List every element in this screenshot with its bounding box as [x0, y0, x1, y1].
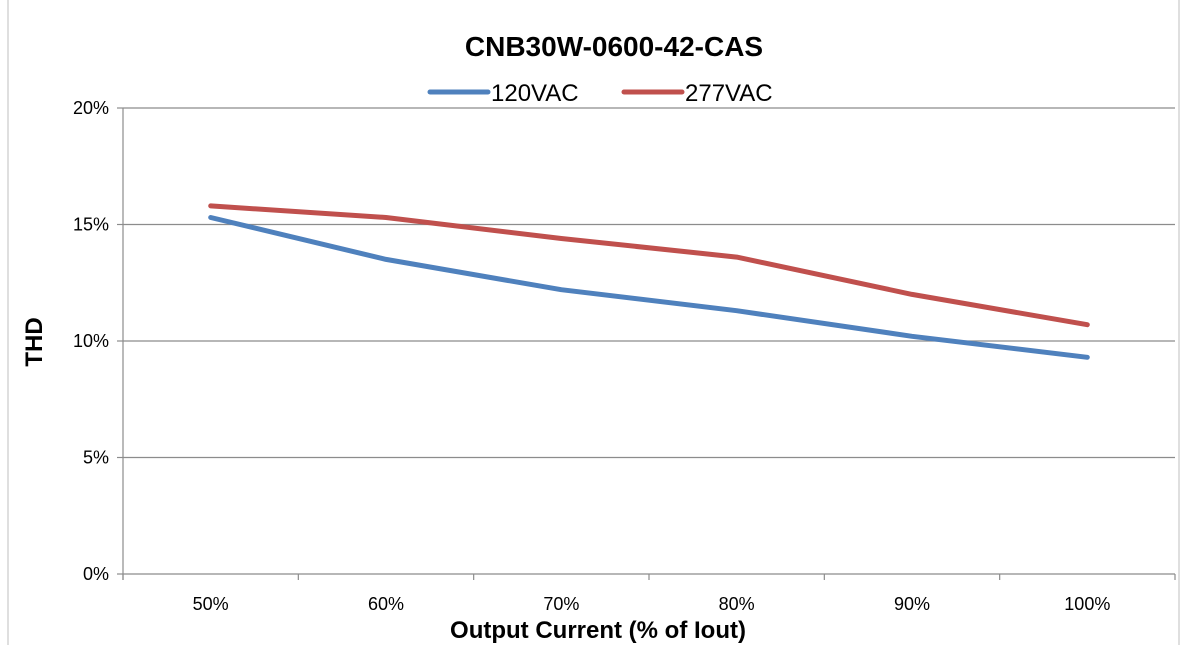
axes: [117, 107, 1176, 580]
chart-title: CNB30W-0600-42-CAS: [465, 31, 763, 62]
y-axis-title: THD: [21, 317, 48, 366]
x-axis-title: Output Current (% of Iout): [450, 617, 746, 644]
legend-label-120VAC: 120VAC: [491, 80, 579, 107]
y-tick-label: 5%: [83, 448, 109, 468]
x-tick-label: 80%: [719, 594, 755, 614]
y-tick-label: 15%: [73, 215, 109, 235]
gridlines: [123, 107, 1175, 459]
x-tick-label: 60%: [368, 594, 404, 614]
series-line-120VAC: [208, 215, 1090, 360]
series-line-277VAC: [208, 203, 1090, 328]
series-lines: [208, 203, 1090, 360]
y-tick-label: 20%: [73, 98, 109, 118]
y-tick-label: 0%: [83, 564, 109, 584]
x-tick-labels: 50% 60% 70% 80% 90% 100%: [193, 594, 1111, 614]
legend-label-277VAC: 277VAC: [685, 80, 773, 107]
y-tick-label: 10%: [73, 331, 109, 351]
x-tick-label: 50%: [193, 594, 229, 614]
legend: 120VAC 277VAC: [427, 80, 773, 107]
x-tick-label: 90%: [894, 594, 930, 614]
x-tick-label: 70%: [543, 594, 579, 614]
x-tick-label: 100%: [1064, 594, 1110, 614]
y-tick-labels: 0% 5% 10% 15% 20%: [73, 98, 109, 584]
